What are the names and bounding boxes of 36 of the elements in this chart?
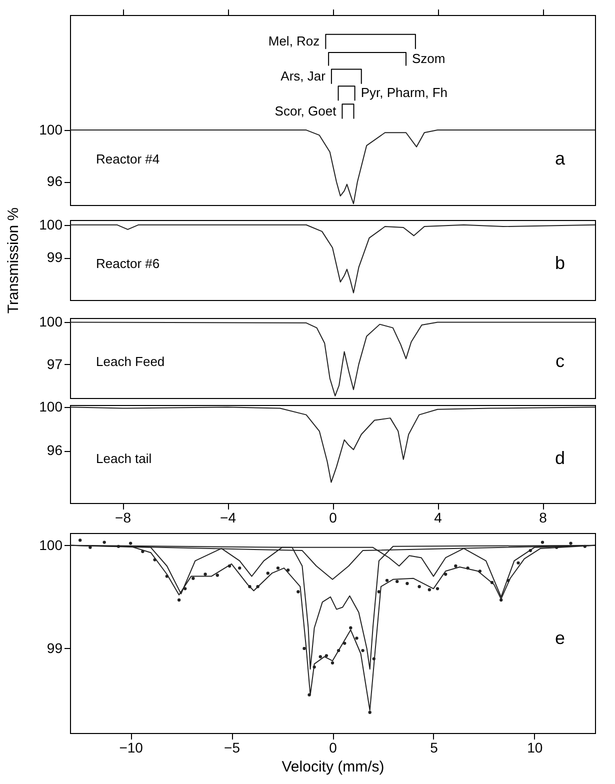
annotation: Ars, Jar (280, 68, 326, 84)
x-tick-label: 5 (430, 740, 438, 756)
annotation: a (554, 148, 566, 168)
y-tick-label: 100 (39, 216, 63, 232)
annotation: b (554, 253, 566, 273)
annotation: Szom (412, 50, 446, 66)
x-axis-title: Velocity (mm/s) (282, 758, 384, 776)
annotation: Leach Feed (96, 354, 165, 369)
x-tick-label: −5 (224, 740, 240, 756)
x-tick-label: −8 (115, 510, 132, 526)
y-tick-label: 100 (39, 122, 63, 138)
annotation: e (554, 628, 566, 648)
y-tick-label: 96 (46, 442, 63, 458)
y-tick-label: 99 (46, 640, 63, 656)
x-tick-label: 4 (434, 510, 442, 526)
y-tick-label: 100 (39, 536, 63, 553)
annotation: Mel, Roz (268, 33, 320, 48)
annotation: d (554, 448, 566, 468)
annotation: Reactor #6 (96, 256, 160, 271)
x-tick-label: −4 (220, 510, 236, 526)
x-tick-label: 10 (527, 740, 543, 756)
x-tick-label: 0 (329, 740, 338, 756)
y-tick-label: 99 (46, 249, 63, 266)
y-tick-label: 96 (46, 173, 63, 190)
x-tick-label: −10 (119, 740, 144, 756)
y-tick-label: 100 (39, 398, 63, 415)
x-tick-label: 0 (329, 510, 338, 526)
y-tick-label: 100 (39, 314, 63, 330)
annotation: Pyr, Pharm, Fh (360, 85, 448, 100)
y-tick-label: 97 (46, 356, 63, 372)
annotation: Scor, Goet (274, 103, 337, 118)
annotation: Reactor #4 (96, 151, 160, 166)
annotation: Leach tail (96, 450, 152, 466)
annotation: c (556, 351, 564, 371)
y-axis-title: Transmission % (5, 207, 22, 314)
x-tick-label: 8 (539, 510, 548, 526)
